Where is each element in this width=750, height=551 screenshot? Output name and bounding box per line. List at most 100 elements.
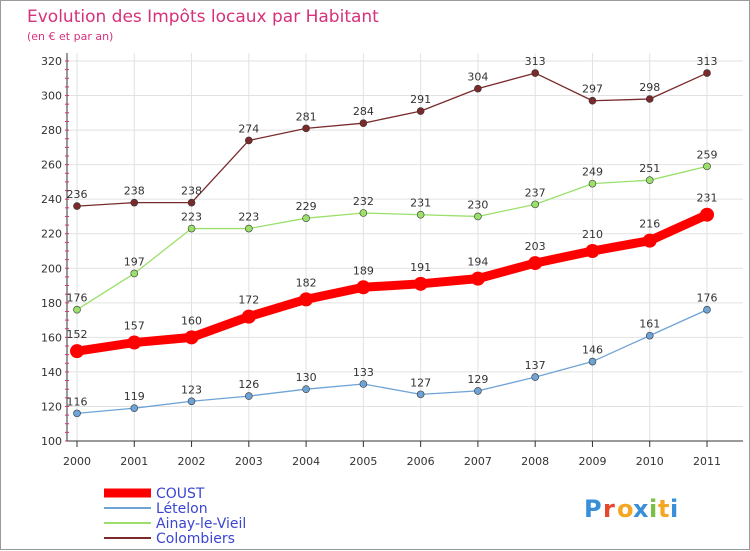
data-label: 157 [124,320,145,333]
data-label: 197 [124,255,145,268]
y-tick-label: 240 [41,193,62,206]
data-point [416,210,425,219]
data-label: 274 [238,122,259,135]
data-label: 238 [181,185,202,198]
data-label: 152 [67,328,88,341]
series-layer [70,69,714,418]
data-label: 210 [582,228,603,241]
y-tick-label: 160 [41,331,62,344]
data-label: 223 [238,211,259,224]
data-point [642,233,657,248]
legend-label: Colombiers [156,531,235,547]
data-label: 291 [410,93,431,106]
logo-letter: r [603,495,615,523]
data-label: 298 [639,81,660,94]
data-labels: 236 238 238 274 281 284 291 304 313 297 298 313 176 1… [67,55,718,408]
data-point [470,271,485,286]
data-point [187,224,196,233]
legend-label: Lételon [156,501,208,517]
data-label: 123 [181,383,202,396]
data-point [245,392,253,400]
data-point [416,107,425,115]
data-point [245,224,253,233]
data-label: 176 [697,292,718,305]
data-label: 251 [639,162,660,175]
x-tick-label: 2011 [693,455,721,468]
data-label: 281 [296,110,317,123]
data-point [356,280,371,295]
chart-title: Evolution des Impôts locaux par Habitant [27,7,379,27]
logo-letter: x [633,495,649,523]
x-tick-label: 2006 [407,455,435,468]
data-label: 189 [353,264,374,277]
data-label: 304 [467,71,488,84]
data-point [585,244,600,258]
data-label: 130 [296,371,317,384]
data-label: 126 [238,378,259,391]
data-point [130,404,139,412]
data-label: 191 [410,261,431,274]
y-tick-label: 120 [41,400,62,413]
data-label: 216 [639,218,660,231]
data-label: 238 [124,185,145,198]
legend-label: Ainay-le-Vieil [156,516,246,532]
y-tick-label: 140 [41,366,62,379]
data-point [302,385,310,393]
data-label: 160 [181,314,202,327]
data-point [645,331,654,340]
data-point [474,84,482,93]
logo-letter: i [649,495,657,523]
legend-label: COUST [156,486,205,502]
x-tick-label: 2004 [292,455,320,468]
data-point [588,357,597,366]
data-label: 313 [697,55,718,68]
data-point [531,69,539,77]
data-point [73,409,81,418]
data-point [413,276,428,291]
y-tick-label: 280 [41,124,62,137]
data-point [130,198,139,207]
data-point [645,176,654,184]
data-label: 229 [296,200,317,213]
data-point [127,335,142,350]
y-tick-label: 200 [41,262,62,275]
data-label: 232 [353,195,374,208]
y-tick-label: 260 [41,159,62,172]
series-line-l-telon [76,309,708,415]
data-label: 176 [67,292,88,305]
data-label: 119 [124,390,145,403]
y-tick-label: 300 [41,90,62,103]
data-label: 231 [410,197,431,210]
data-label: 236 [67,188,88,201]
logo-letter: o [617,495,634,523]
data-point [359,209,368,217]
data-point [130,269,139,278]
data-point [187,198,196,207]
x-tick-label: 2003 [235,455,263,468]
data-point [531,200,539,209]
data-point [703,305,711,314]
data-label: 127 [410,376,431,389]
data-label: 161 [639,318,660,331]
data-point [184,330,199,345]
data-label: 146 [582,344,603,357]
x-tick-label: 2008 [521,455,549,468]
data-point [474,387,482,395]
data-label: 313 [525,55,546,68]
data-point [241,309,256,324]
logo-letter: i [670,495,678,523]
data-point [73,202,81,210]
data-point [645,95,654,103]
data-point [416,390,425,399]
data-point [245,136,253,145]
data-label: 116 [67,395,88,408]
y-tick-label: 180 [41,297,62,310]
data-point [531,373,539,381]
data-label: 297 [582,83,603,96]
data-label: 237 [525,186,546,199]
logo-letter: P [584,495,602,523]
x-tick-label: 2009 [578,455,606,468]
data-label: 133 [353,366,374,379]
x-tick-label: 2005 [349,455,377,468]
